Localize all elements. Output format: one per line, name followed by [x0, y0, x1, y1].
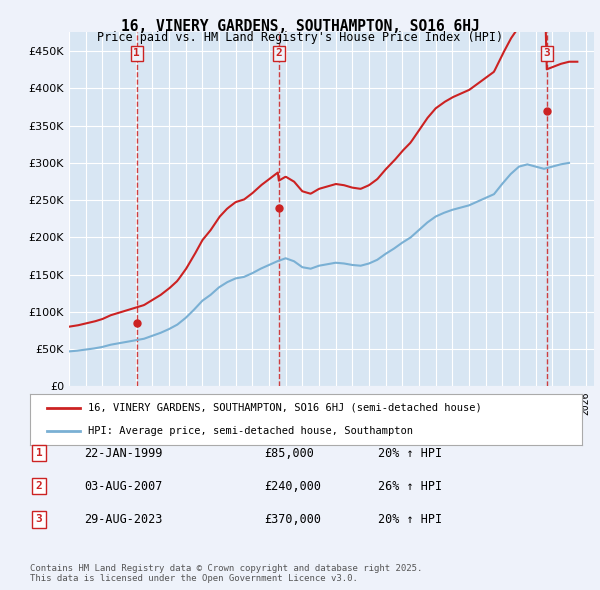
Text: Price paid vs. HM Land Registry's House Price Index (HPI): Price paid vs. HM Land Registry's House … [97, 31, 503, 44]
Text: 29-AUG-2023: 29-AUG-2023 [84, 513, 163, 526]
Text: 20% ↑ HPI: 20% ↑ HPI [378, 447, 442, 460]
Text: 16, VINERY GARDENS, SOUTHAMPTON, SO16 6HJ (semi-detached house): 16, VINERY GARDENS, SOUTHAMPTON, SO16 6H… [88, 402, 482, 412]
Text: £85,000: £85,000 [264, 447, 314, 460]
Text: HPI: Average price, semi-detached house, Southampton: HPI: Average price, semi-detached house,… [88, 427, 413, 437]
Text: 2: 2 [35, 481, 43, 491]
Text: £370,000: £370,000 [264, 513, 321, 526]
Text: 3: 3 [35, 514, 43, 524]
Text: 16, VINERY GARDENS, SOUTHAMPTON, SO16 6HJ: 16, VINERY GARDENS, SOUTHAMPTON, SO16 6H… [121, 19, 479, 34]
Text: 1: 1 [35, 448, 43, 458]
Text: 22-JAN-1999: 22-JAN-1999 [84, 447, 163, 460]
Text: £240,000: £240,000 [264, 480, 321, 493]
Text: 20% ↑ HPI: 20% ↑ HPI [378, 513, 442, 526]
Text: 2: 2 [275, 48, 282, 58]
Text: Contains HM Land Registry data © Crown copyright and database right 2025.
This d: Contains HM Land Registry data © Crown c… [30, 563, 422, 583]
Text: 1: 1 [133, 48, 140, 58]
Text: 3: 3 [543, 48, 550, 58]
Text: 26% ↑ HPI: 26% ↑ HPI [378, 480, 442, 493]
Text: 03-AUG-2007: 03-AUG-2007 [84, 480, 163, 493]
